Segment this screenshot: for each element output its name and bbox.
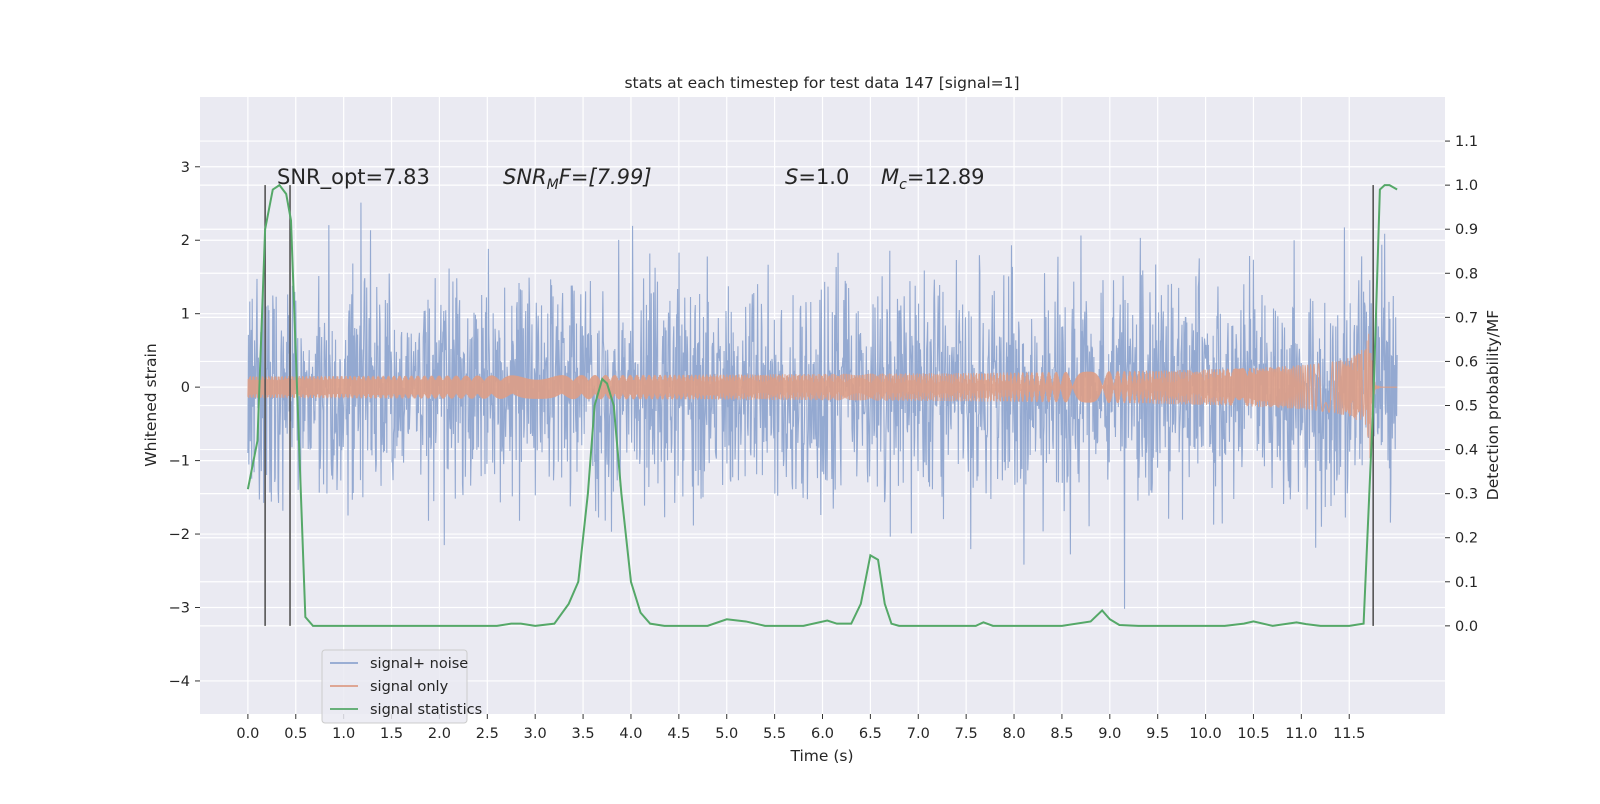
x-tick-label: 5.0: [715, 726, 738, 742]
x-tick-label: 0.0: [236, 726, 259, 742]
axes: 0.0 0.5 1.0 1.5 2.0 2.5 3.0 3.5 4.0 4.5 5.0 5.5 6.0 6…: [169, 134, 1478, 742]
x-tick-label: 4.5: [667, 726, 690, 742]
y-tick-label: 0: [181, 380, 190, 396]
legend-label-signal-only: signal only: [370, 679, 449, 695]
x-axis-label: Time (s): [789, 747, 853, 765]
x-tick-label: 3.0: [524, 726, 547, 742]
x-tick-label: 8.5: [1050, 726, 1073, 742]
x-tick-label: 6.0: [811, 726, 834, 742]
annotation-s-rest: =1.0: [798, 165, 849, 189]
x-tick-label: 9.0: [1098, 726, 1121, 742]
chart-title: stats at each timestep for test data 147…: [624, 74, 1019, 92]
y-right-tick-label: 1.1: [1455, 134, 1478, 150]
x-tick-label: 7.5: [955, 726, 978, 742]
x-tick-label: 5.5: [763, 726, 786, 742]
annotation-snr-mf-sub: M: [547, 177, 559, 193]
x-tick-label: 8.0: [1003, 726, 1026, 742]
x-tick-label: 4.0: [619, 726, 642, 742]
x-tick-label: 1.0: [332, 726, 355, 742]
series-signal-statistics-line: [246, 183, 1398, 627]
y-right-tick-label: 0.9: [1455, 222, 1478, 238]
x-tick-label: 7.0: [907, 726, 930, 742]
y-right-tick-label: 0.4: [1455, 443, 1478, 459]
x-tick-label: 2.0: [428, 726, 451, 742]
x-tick-label: 10.0: [1189, 726, 1221, 742]
y-right-tick-label: 0.8: [1455, 266, 1478, 282]
y-right-tick-label: 1.0: [1455, 178, 1478, 194]
x-tick-label: 0.5: [284, 726, 307, 742]
annotation-snr-mf-main: SNR: [503, 165, 547, 189]
legend-label-signal-noise: signal+ noise: [370, 656, 468, 672]
y-right-tick-label: 0.7: [1455, 310, 1478, 326]
annotation-s: S=1.0: [785, 165, 849, 189]
y-right-tick-label: 0.0: [1455, 619, 1478, 635]
y-tick-label: −4: [169, 674, 190, 690]
x-tick-label: 2.5: [476, 726, 499, 742]
y-right-tick-label: 0.2: [1455, 531, 1478, 547]
legend-box: [321, 649, 468, 724]
y-right-tick-label: 0.5: [1455, 399, 1478, 415]
series-group: [247, 202, 1398, 609]
annotation-s-main: S: [785, 165, 798, 189]
annotation-snr-opt: SNR_opt=7.83: [277, 165, 430, 190]
y-right-axis-label: Detection probability/MF: [1484, 310, 1502, 501]
y-tick-label: 3: [181, 160, 190, 176]
y-right-tick-label: 0.3: [1455, 487, 1478, 503]
annotation-mc: Mc=12.89: [881, 165, 985, 193]
y-tick-label: 1: [181, 307, 190, 323]
y-tick-label: 2: [181, 233, 190, 249]
annotation-snr-mf-rest: F=[7.99]: [559, 165, 652, 189]
legend-label-signal-statistics: signal statistics: [370, 702, 482, 718]
x-tick-label: 11.5: [1333, 726, 1365, 742]
y-tick-label: −2: [169, 527, 190, 543]
stats-group: [246, 183, 1398, 627]
x-tick-label: 10.5: [1237, 726, 1269, 742]
y-right-tick-label: 0.1: [1455, 575, 1478, 591]
x-tick-label: 1.5: [380, 726, 403, 742]
y-tick-label: −3: [169, 600, 190, 616]
legend: signal+ noise signal only signal statist…: [321, 649, 482, 724]
x-tick-label: 6.5: [859, 726, 882, 742]
y-right-tick-label: 0.6: [1455, 354, 1478, 370]
series-signal-only-line: [247, 333, 1398, 459]
x-tick-label: 3.5: [572, 726, 595, 742]
annotation-snr-mf: SNRMF=[7.99]: [503, 165, 652, 193]
annotation-mc-sub: c: [899, 177, 907, 193]
annotation-mc-main: M: [881, 165, 899, 189]
x-tick-label: 9.5: [1146, 726, 1169, 742]
annotation-mc-rest: =12.89: [907, 165, 985, 189]
x-tick-label: 11.0: [1285, 726, 1317, 742]
y-axis-label: Whitened strain: [142, 343, 160, 466]
y-tick-label: −1: [169, 454, 190, 470]
